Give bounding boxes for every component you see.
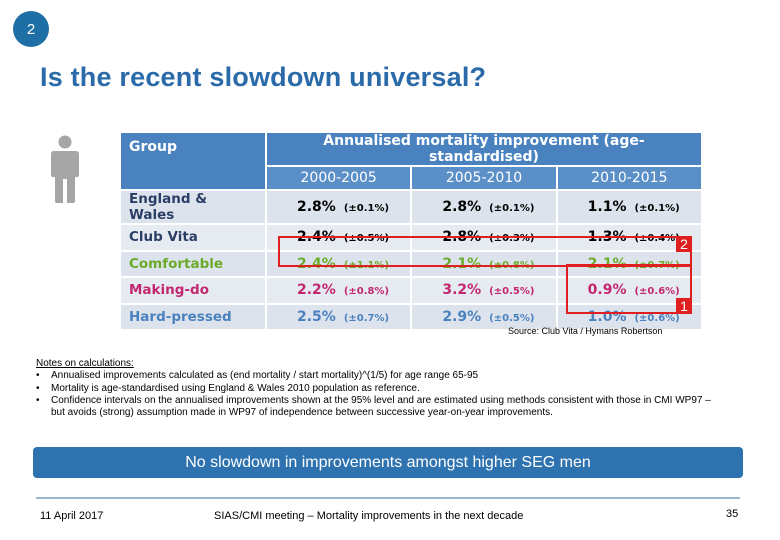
highlight-tag: 1 [676, 298, 692, 314]
highlight-tag: 2 [676, 236, 692, 252]
table-cell: 1.0% (±0.6%) [555, 302, 704, 331]
table-row: England & Wales 2.8% (±0.1%) 2.8% (±0.1%) … [119, 189, 704, 225]
conclusion-banner: No slowdown in improvements amongst high… [33, 447, 743, 478]
row-label: Hard-pressed [119, 302, 267, 331]
table-row: Making-do 2.2% (±0.8%) 3.2% (±0.5%) 0.9% (±… [119, 276, 704, 305]
note-item: Annualised improvements calculated as (e… [36, 370, 726, 383]
table-cell: 2.8% (±0.1%) [264, 189, 413, 225]
cell-ci: (±0.6%) [634, 286, 680, 298]
slide-number-badge: 2 [13, 11, 49, 47]
table-cell: 2.2% (±0.8%) [264, 276, 413, 305]
table-cell: 2.5% (±0.7%) [264, 302, 413, 331]
cell-value: 2.5% [297, 308, 336, 325]
page-number: 35 [726, 508, 739, 520]
footer-date: 11 April 2017 [40, 510, 104, 522]
slide-title: Is the recent slowdown universal? [40, 62, 487, 92]
cell-ci: (±0.1%) [343, 203, 390, 214]
cell-value: 2.8% [442, 199, 482, 215]
row-label: Making-do [119, 276, 267, 305]
calculation-notes: Notes on calculations: Annualised improv… [36, 358, 726, 419]
notes-heading: Notes on calculations: [36, 358, 134, 369]
table-cell: 2.8% (±0.1%) [410, 189, 558, 225]
cell-value: 2.4% [297, 255, 336, 272]
table-cell: 3.2% (±0.5%) [410, 276, 558, 305]
main-header: Annualised mortality improvement (age-st… [265, 131, 703, 167]
table-cell: 1.1% (±0.1%) [555, 189, 704, 225]
footer-event: SIAS/CMI meeting – Mortality improvement… [214, 510, 524, 522]
row-label: England & Wales [119, 189, 267, 225]
period-header: 2000-2005 [264, 165, 413, 191]
note-item: Confidence intervals on the annualised i… [36, 395, 726, 420]
cell-ci: (±0.5%) [489, 312, 535, 324]
source-note: Source: Club Vita / Hymans Robertson [508, 326, 663, 336]
cell-ci: (±0.8%) [343, 286, 390, 298]
cell-value: 2.9% [442, 308, 482, 325]
cell-value: 2.8% [297, 199, 336, 215]
cell-value: 0.9% [587, 282, 627, 299]
cell-value: 3.2% [442, 282, 482, 299]
cell-value: 2.1% [442, 255, 482, 272]
row-label: Club Vita [119, 223, 267, 252]
cell-value: 2.2% [297, 282, 336, 299]
cell-value: 1.1% [587, 199, 627, 215]
cell-ci: (±0.7%) [343, 312, 390, 324]
cell-ci: (±0.4%) [634, 233, 680, 245]
period-header: 2005-2010 [410, 165, 558, 191]
table-cell: 2.9% (±0.5%) [410, 302, 558, 331]
cell-value: 2.1% [587, 255, 627, 272]
cell-ci: (±0.5%) [343, 233, 390, 245]
cell-ci: (±0.3%) [489, 233, 535, 245]
cell-ci: (±0.6%) [634, 312, 680, 324]
cell-ci: (±0.5%) [489, 286, 535, 298]
note-item: Mortality is age-standardised using Engl… [36, 383, 726, 396]
cell-ci: (±0.1%) [634, 203, 680, 214]
person-icon [51, 135, 79, 203]
footer-divider [36, 497, 740, 499]
group-header: Group [119, 131, 267, 191]
highlight-box-comfortable [278, 236, 692, 267]
period-header: 2010-2015 [555, 165, 704, 191]
row-label: Comfortable [119, 249, 267, 278]
highlight-box-2010-2015 [566, 264, 692, 314]
table-row: Hard-pressed 2.5% (±0.7%) 2.9% (±0.5%) 1.0… [119, 302, 704, 331]
cell-ci: (±0.1%) [489, 203, 535, 214]
